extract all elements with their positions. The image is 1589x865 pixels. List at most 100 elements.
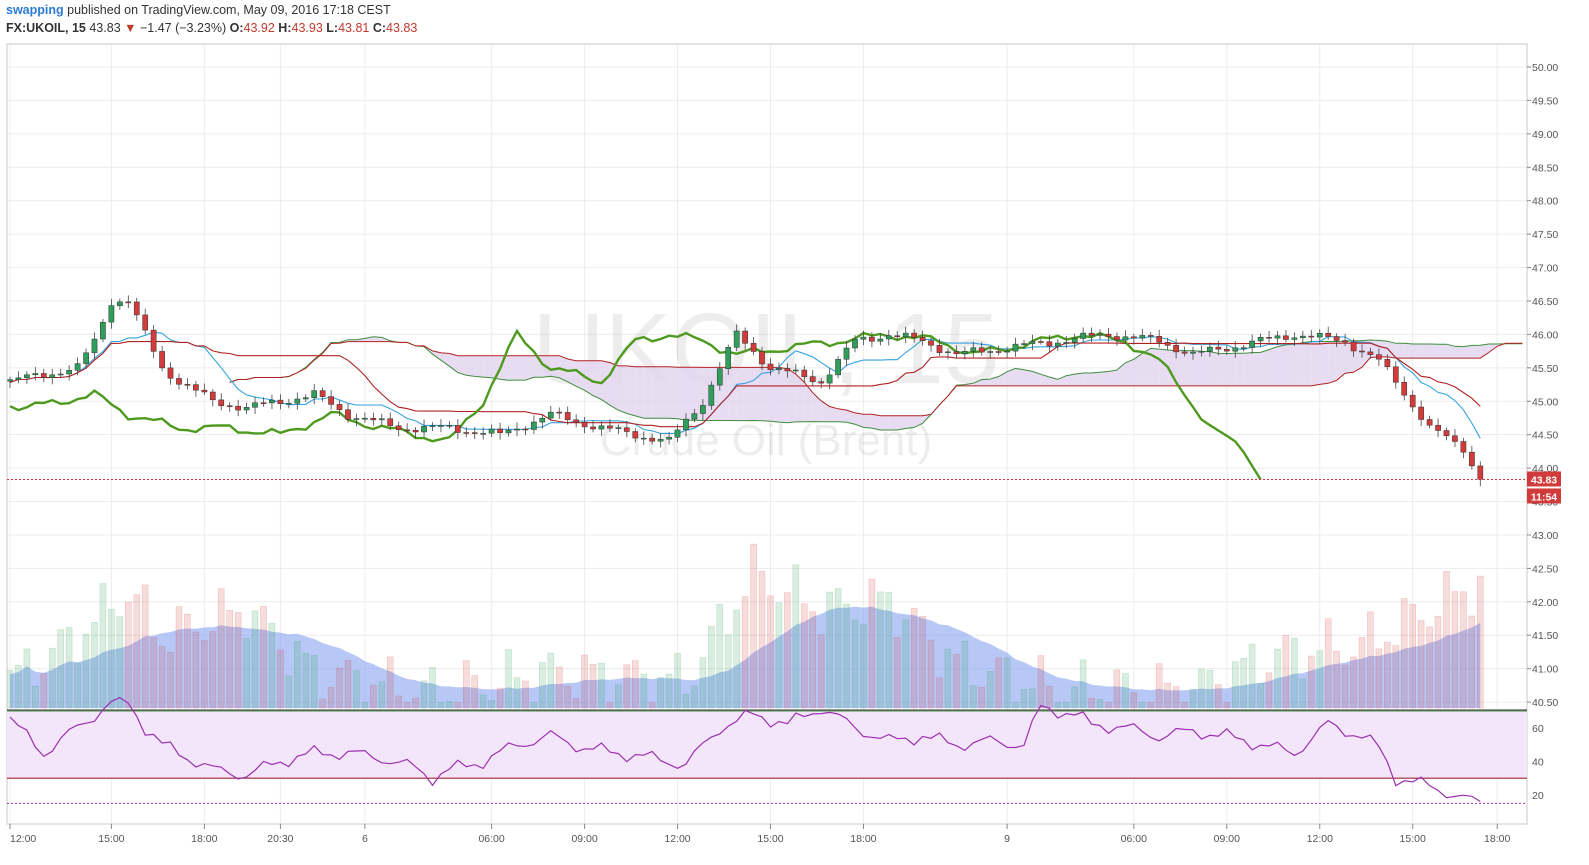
candle-body bbox=[260, 402, 267, 404]
volume-bar bbox=[1265, 672, 1273, 709]
cloud-segment bbox=[1362, 340, 1371, 368]
candle-body bbox=[801, 369, 808, 377]
candle-body bbox=[57, 373, 64, 376]
price-axis[interactable]: 50.00 49.50 49.00 48.50 48.00 47.50 47.00 46.50… bbox=[1527, 62, 1558, 709]
last-price-marker: 43.83 11:54 bbox=[7, 471, 1561, 504]
cloud-segment bbox=[1201, 351, 1210, 386]
time-tick-label: 20:30 bbox=[267, 833, 293, 845]
candle-body bbox=[573, 419, 579, 423]
cloud-segment bbox=[804, 382, 813, 422]
candle-body bbox=[590, 426, 596, 430]
candle-body bbox=[860, 336, 867, 340]
candle-body bbox=[1063, 342, 1070, 344]
cloud-segment bbox=[1269, 346, 1278, 386]
candle-body bbox=[919, 337, 926, 341]
candle-body bbox=[1477, 465, 1484, 480]
candle-body bbox=[463, 432, 470, 434]
volume-bar bbox=[310, 654, 318, 709]
volume-bar bbox=[336, 667, 343, 709]
candle-body bbox=[716, 368, 723, 386]
cloud-segment bbox=[1091, 372, 1101, 386]
cloud-segment bbox=[1142, 348, 1151, 386]
candle-body bbox=[657, 438, 664, 442]
cloud-segment bbox=[1277, 344, 1286, 386]
time-tick-label: 6 bbox=[362, 833, 368, 845]
candle-body bbox=[936, 345, 943, 353]
volume-bar bbox=[598, 662, 605, 709]
volume-bar bbox=[1443, 570, 1450, 709]
time-tick-label: 06:00 bbox=[478, 833, 504, 845]
volume-bar bbox=[953, 654, 960, 709]
volume-bar bbox=[969, 685, 977, 709]
volume-bar bbox=[1274, 648, 1281, 709]
volume-bar bbox=[868, 578, 876, 709]
volume-bar bbox=[125, 601, 132, 709]
volume-bar bbox=[1400, 598, 1408, 709]
candle-body bbox=[809, 376, 816, 382]
volume-bar bbox=[488, 699, 495, 709]
candle-body bbox=[987, 351, 994, 353]
volume-bar bbox=[437, 702, 445, 709]
candle-body bbox=[894, 335, 901, 338]
time-axis[interactable]: 12:00 15:00 18:00 20:30 6 06:00 09:00 12:00 15:0… bbox=[9, 824, 1510, 845]
candle-body bbox=[1232, 347, 1239, 352]
volume-bar bbox=[995, 657, 1002, 709]
cloud-segment bbox=[838, 408, 847, 423]
close-value: 43.83 bbox=[386, 21, 418, 35]
candle-body bbox=[961, 350, 968, 355]
candle-body bbox=[1029, 341, 1036, 344]
volume-bar bbox=[623, 664, 631, 709]
volume-bar bbox=[1409, 603, 1416, 709]
volume-bar bbox=[1316, 650, 1324, 709]
volume-bar bbox=[1460, 591, 1467, 709]
volume-bar bbox=[462, 660, 470, 709]
volume-bar bbox=[1426, 626, 1433, 709]
candle-body bbox=[1240, 347, 1247, 349]
candle-body bbox=[1088, 332, 1095, 336]
candle-body bbox=[1054, 342, 1061, 347]
volume-bar bbox=[429, 667, 436, 709]
candle-body bbox=[1223, 348, 1230, 352]
cloud-segment bbox=[981, 379, 991, 386]
candle-body bbox=[1274, 335, 1281, 339]
volume-bar bbox=[1468, 615, 1476, 709]
candle-body bbox=[83, 352, 89, 364]
volume-bar bbox=[353, 670, 360, 709]
candle-body bbox=[353, 418, 360, 420]
candle-body bbox=[370, 417, 377, 421]
candle-body bbox=[708, 384, 715, 406]
candle-body bbox=[150, 329, 157, 352]
candle-body bbox=[40, 373, 47, 378]
volume-bar bbox=[327, 686, 335, 709]
cloud-segment bbox=[1243, 352, 1253, 386]
author-link[interactable]: swapping bbox=[6, 3, 64, 17]
cloud-segment bbox=[863, 414, 872, 429]
time-tick-label: 12:00 bbox=[10, 833, 36, 845]
senkou-span-b-line bbox=[229, 341, 1523, 417]
volume-bar bbox=[1139, 702, 1146, 709]
candle-body bbox=[945, 351, 951, 354]
volume-bar bbox=[826, 591, 833, 709]
cloud-segment bbox=[1446, 344, 1455, 359]
cloud-segment bbox=[1226, 353, 1236, 386]
candle-body bbox=[108, 305, 115, 323]
candle-body bbox=[412, 429, 419, 433]
time-tick-label: 15:00 bbox=[98, 833, 124, 845]
symbol-label[interactable]: FX:UKOIL, 15 bbox=[6, 21, 86, 35]
volume-bar bbox=[1341, 664, 1349, 709]
candle-body bbox=[1046, 341, 1053, 347]
volume-bar bbox=[691, 685, 698, 709]
cloud-segment bbox=[1395, 343, 1405, 359]
candle-body bbox=[666, 436, 672, 440]
candle-body bbox=[454, 425, 461, 433]
volume-bar bbox=[572, 697, 580, 709]
volume-bar bbox=[133, 594, 141, 709]
volume-bar bbox=[1223, 702, 1231, 709]
volume-bar bbox=[150, 637, 157, 709]
candle-body bbox=[1021, 343, 1027, 345]
price-tick-label: 46.00 bbox=[1532, 329, 1558, 341]
candle-body bbox=[294, 398, 301, 404]
time-tick-label: 18:00 bbox=[850, 833, 876, 845]
volume-bar bbox=[40, 673, 48, 709]
